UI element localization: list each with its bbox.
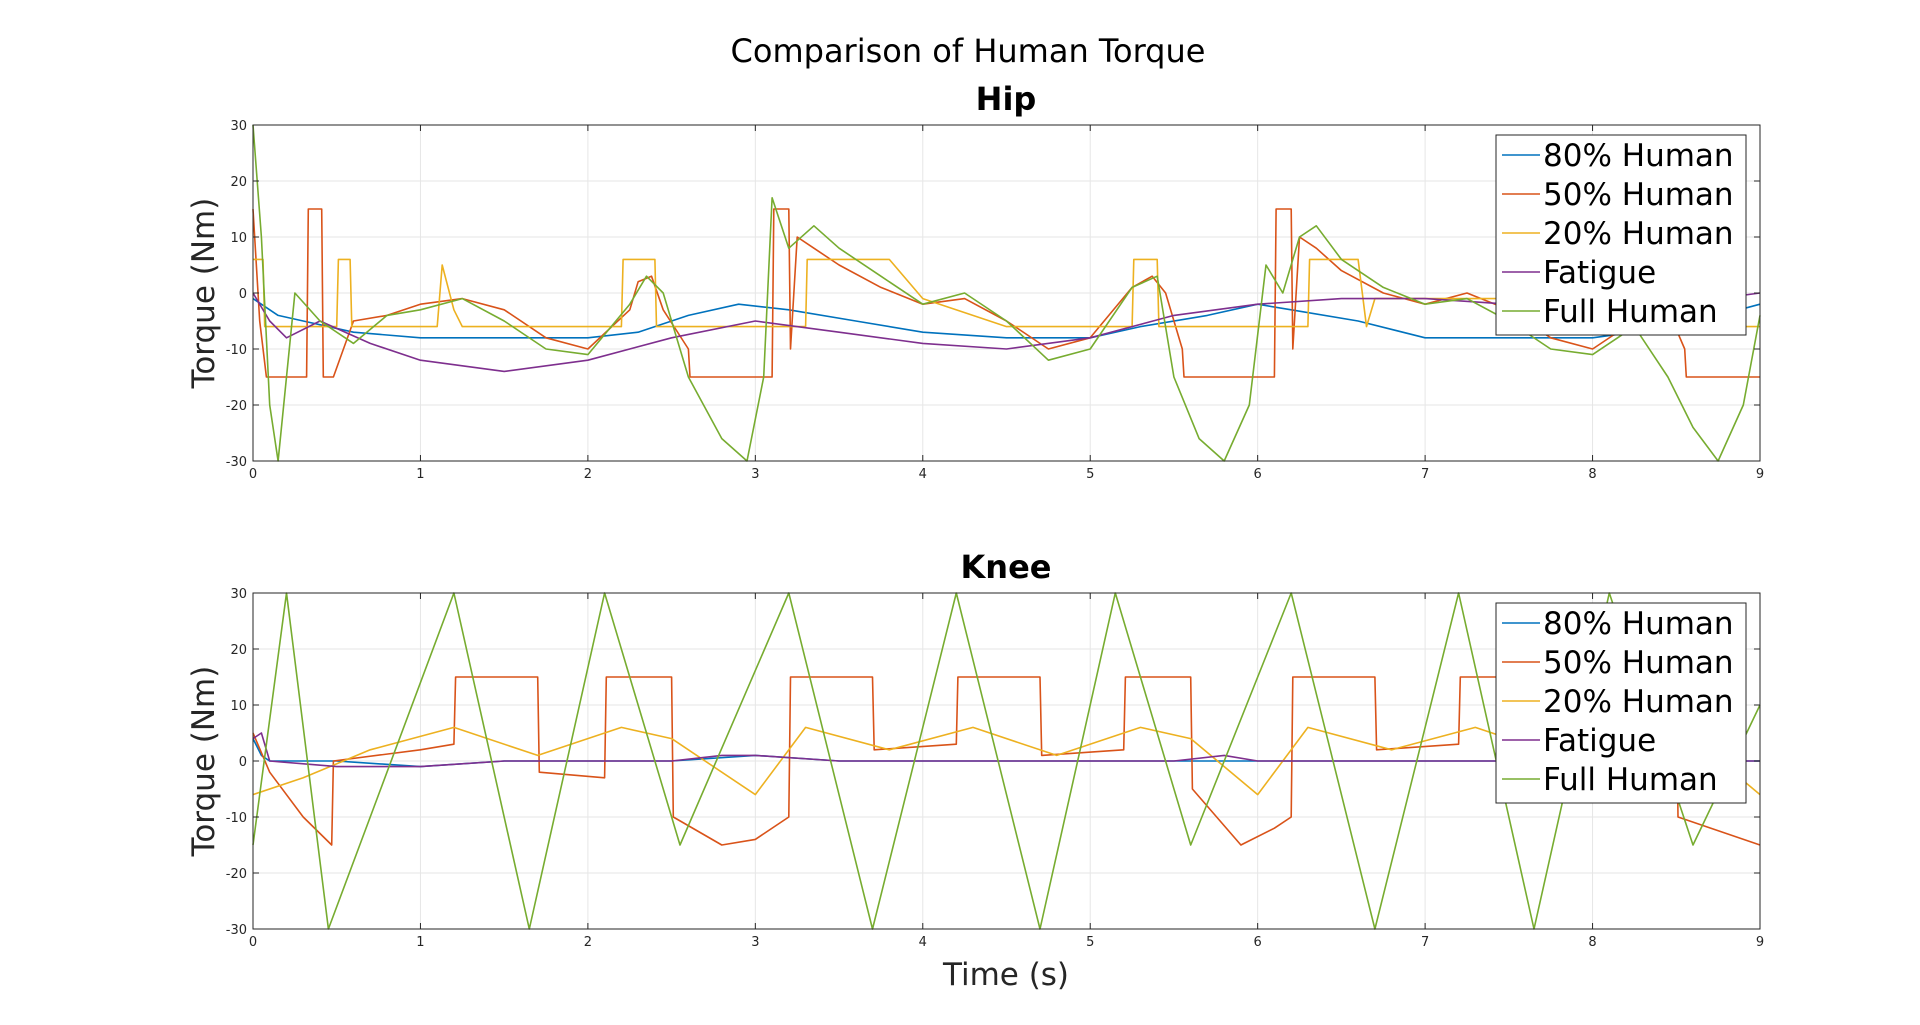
hip-x-tick-label: 8 bbox=[1588, 467, 1596, 482]
hip-series-1-line bbox=[252, 208, 1760, 378]
hip-subplot: 0 1 2 3 4 5 6 7 8 9 -30 -20 -10 0 10 20 30 Hip Torque (N… bbox=[186, 80, 1764, 482]
knee-legend-label: Fatigue bbox=[1543, 723, 1656, 759]
knee-subplot: 0 1 2 3 4 5 6 7 8 9 -30 -20 -10 0 10 20 30 Knee Torque (… bbox=[186, 548, 1764, 950]
hip-series-0-line bbox=[252, 297, 1761, 339]
hip-y-tick-label: -10 bbox=[226, 343, 247, 358]
knee-series-4-line bbox=[252, 592, 1761, 930]
hip-legend-label: 50% Human bbox=[1543, 177, 1734, 213]
x-axis-label: Time (s) bbox=[942, 957, 1069, 993]
hip-x-tick-label: 7 bbox=[1421, 467, 1429, 482]
hip-series-3-line bbox=[252, 292, 1761, 373]
knee-legend-label: 80% Human bbox=[1543, 606, 1734, 642]
knee-x-tick-label: 7 bbox=[1421, 935, 1429, 950]
knee-x-tick-label: 2 bbox=[584, 935, 592, 950]
hip-x-tick-label: 6 bbox=[1254, 467, 1262, 482]
knee-y-tick-label: -10 bbox=[226, 811, 247, 826]
hip-y-tick-label: -30 bbox=[226, 455, 247, 470]
hip-y-tick-label: 10 bbox=[230, 231, 247, 246]
hip-x-tick-label: 9 bbox=[1756, 467, 1764, 482]
hip-legend-label: Fatigue bbox=[1543, 255, 1656, 291]
hip-legend-label: 80% Human bbox=[1543, 138, 1734, 174]
hip-x-tick-label: 4 bbox=[919, 467, 927, 482]
knee-x-tick-label: 9 bbox=[1756, 935, 1764, 950]
knee-legend-label: 50% Human bbox=[1543, 645, 1734, 681]
knee-y-tick-label: 20 bbox=[230, 643, 247, 658]
knee-x-tick-label: 1 bbox=[416, 935, 424, 950]
hip-y-axis-label: Torque (Nm) bbox=[186, 198, 222, 390]
hip-y-tick-label: 0 bbox=[239, 287, 247, 302]
hip-x-tick-label: 1 bbox=[416, 467, 424, 482]
knee-legend-label: Full Human bbox=[1543, 762, 1718, 798]
knee-y-tick-label: 0 bbox=[239, 755, 247, 770]
knee-y-tick-label: 30 bbox=[230, 587, 247, 602]
knee-x-tick-label: 0 bbox=[249, 935, 257, 950]
knee-ticks: 0 1 2 3 4 5 6 7 8 9 -30 -20 -10 0 10 20 30 bbox=[226, 587, 1764, 950]
knee-y-tick-label: -20 bbox=[226, 867, 247, 882]
hip-title: Hip bbox=[976, 80, 1037, 118]
knee-x-tick-label: 3 bbox=[751, 935, 759, 950]
hip-series-4-line bbox=[252, 124, 1761, 462]
hip-x-tick-label: 0 bbox=[249, 467, 257, 482]
hip-legend-label: 20% Human bbox=[1543, 216, 1734, 252]
knee-y-tick-label: 10 bbox=[230, 699, 247, 714]
knee-y-tick-label: -30 bbox=[226, 923, 247, 938]
knee-x-tick-label: 6 bbox=[1254, 935, 1262, 950]
hip-legend-box bbox=[1495, 134, 1747, 336]
knee-x-tick-label: 4 bbox=[919, 935, 927, 950]
figure-title: Comparison of Human Torque bbox=[731, 32, 1206, 70]
knee-title: Knee bbox=[961, 548, 1052, 586]
knee-series-3-line bbox=[252, 732, 1760, 768]
hip-series-group bbox=[252, 124, 1761, 462]
hip-legend-label: Full Human bbox=[1543, 294, 1718, 330]
knee-series-group bbox=[252, 592, 1761, 930]
knee-legend-label: 20% Human bbox=[1543, 684, 1734, 720]
knee-x-tick-label: 8 bbox=[1588, 935, 1596, 950]
hip-series-2-line bbox=[253, 258, 1760, 328]
knee-x-tick-label: 5 bbox=[1086, 935, 1094, 950]
hip-x-tick-label: 2 bbox=[584, 467, 592, 482]
knee-y-axis-label: Torque (Nm) bbox=[186, 666, 222, 858]
knee-series-1-line bbox=[252, 676, 1761, 846]
hip-y-tick-label: 20 bbox=[230, 175, 247, 190]
hip-x-tick-label: 3 bbox=[751, 467, 759, 482]
hip-y-tick-label: -20 bbox=[226, 399, 247, 414]
hip-ticks: 0 1 2 3 4 5 6 7 8 9 -30 -20 -10 0 10 20 30 bbox=[226, 119, 1764, 482]
knee-legend-box bbox=[1495, 602, 1747, 804]
hip-x-tick-label: 5 bbox=[1086, 467, 1094, 482]
hip-y-tick-label: 30 bbox=[230, 119, 247, 134]
